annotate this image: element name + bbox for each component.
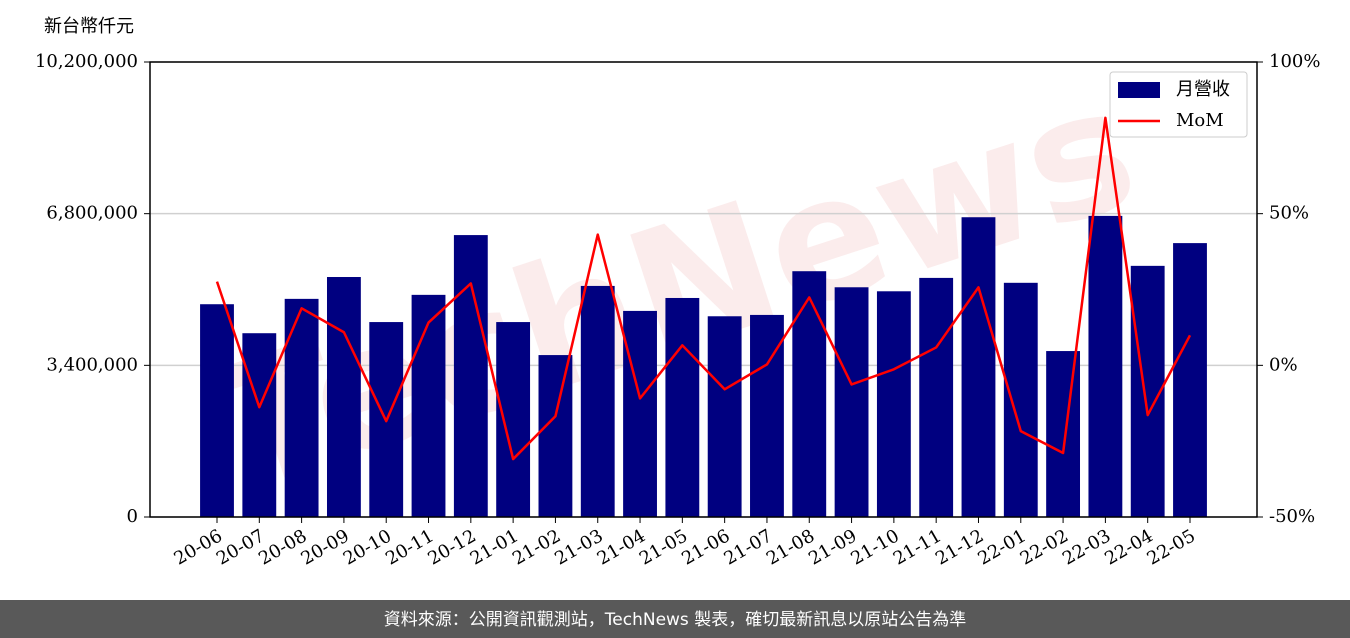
y-tick-label: 0 — [127, 506, 138, 527]
bar — [1046, 351, 1081, 517]
y2-tick-label: -50% — [1269, 506, 1315, 527]
bar — [242, 333, 277, 517]
bar — [1173, 243, 1207, 517]
bar — [326, 277, 361, 517]
bar — [919, 277, 954, 517]
bar — [284, 298, 319, 517]
y-axis-label: 新台幣仟元 — [44, 16, 134, 37]
bar — [1088, 215, 1123, 517]
bar — [580, 285, 615, 517]
bar — [834, 287, 869, 517]
bar — [538, 355, 573, 517]
y-tick-label: 3,400,000 — [46, 354, 138, 375]
y-tick-label: 10,200,000 — [35, 51, 138, 72]
legend-label: 月營收 — [1176, 79, 1230, 100]
bar — [876, 291, 911, 517]
legend-swatch — [1118, 82, 1160, 98]
bar — [792, 271, 827, 517]
bar — [496, 322, 531, 517]
y2-tick-label: 50% — [1269, 203, 1309, 224]
footer-text: 資料來源：公開資訊觀測站，TechNews 製表，確切最新訊息以原站公告為準 — [384, 610, 966, 630]
bar — [411, 294, 446, 517]
footer-bar — [0, 600, 1350, 638]
legend-label: MoM — [1176, 110, 1224, 131]
bar — [1003, 282, 1038, 517]
bar — [623, 310, 657, 517]
bar — [200, 304, 234, 517]
y-tick-label: 6,800,000 — [46, 203, 138, 224]
bar — [665, 297, 700, 517]
line — [215, 116, 1192, 461]
plot-frame — [149, 61, 1258, 518]
bar — [961, 217, 996, 517]
bar — [453, 235, 488, 517]
y2-tick-label: 100% — [1269, 51, 1320, 72]
bar — [707, 316, 742, 517]
y2-tick-label: 0% — [1269, 354, 1298, 375]
x-tick-label: 22-05 — [1144, 525, 1199, 569]
